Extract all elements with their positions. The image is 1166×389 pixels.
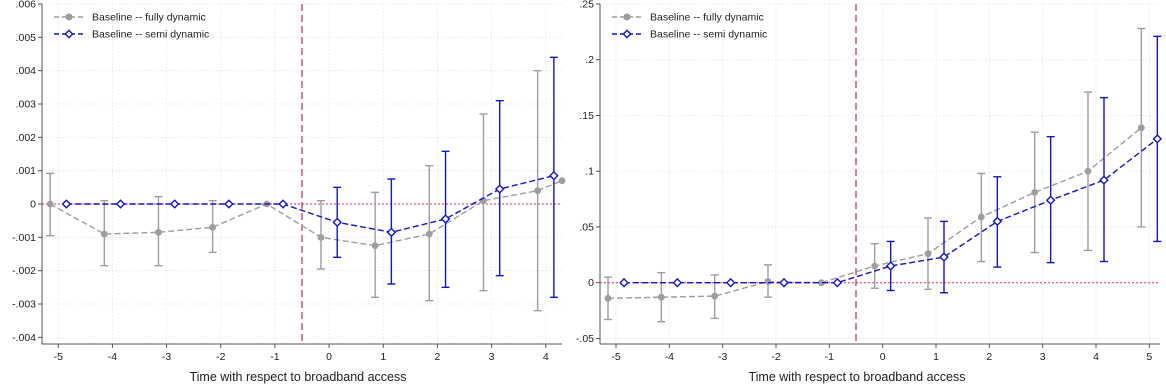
left-semi-dynamic-series-line [66, 175, 555, 234]
right-x-tick-label: 2 [986, 351, 992, 363]
right-y-tick-label: .1 [585, 166, 594, 178]
right-fully-dynamic-point [1137, 124, 1145, 132]
left-y-tick-label: .006 [16, 0, 37, 11]
right-fully-dynamic-point [657, 293, 665, 301]
left-x-tick-label: 4 [543, 351, 549, 363]
right-y-tick-label: .15 [579, 110, 594, 122]
right-chart-panel: -.05 0 .05 .1 .15 .2 .25 -5 -4 -3 -2 -1 0 1 2 3 4 5 Baseli… [576, 0, 1163, 384]
right-semi-dynamic-point [885, 261, 896, 271]
left-x-tick-label: 0 [326, 351, 332, 363]
left-fully-dynamic-point [155, 228, 162, 236]
left-y-tick-label: 0 [30, 199, 36, 211]
left-semi-dynamic-point [549, 170, 559, 181]
left-x-tick-label: 1 [380, 351, 386, 363]
right-fully-dynamic-point [604, 294, 612, 302]
right-y-tick-label: 0 [588, 277, 594, 289]
left-fully-dynamic-point [558, 177, 566, 185]
left-fully-dynamic-point [100, 230, 108, 238]
left-fully-dynamic-point [534, 187, 542, 195]
left-x-tick-label: 3 [489, 351, 495, 363]
left-x-axis-label: Time with respect to broadband access [189, 370, 406, 384]
right-fully-dynamic-point [871, 262, 879, 270]
right-legend-semi-dynamic-label: Baseline -- semi dynamic [650, 29, 767, 41]
right-x-tick-label: 4 [1093, 351, 1099, 363]
left-y-tick-label: .004 [16, 65, 37, 77]
left-semi-dynamic-point [386, 227, 397, 238]
right-legend-fully-dynamic-marker [623, 13, 631, 21]
right-fully-dynamic-point [1084, 167, 1092, 175]
left-legend-fully-dynamic-label: Baseline -- fully dynamic [92, 12, 206, 24]
right-y-tick-label: .2 [585, 54, 594, 66]
right-fully-dynamic-point [1031, 188, 1039, 196]
right-semi-dynamic-point [619, 277, 629, 288]
left-semi-dynamic-point [494, 184, 505, 194]
left-semi-dynamic-point [169, 199, 180, 209]
right-legend-semi-dynamic-marker [622, 29, 632, 39]
left-y-tick-label: -.003 [12, 299, 36, 311]
left-legend-semi-dynamic-label: Baseline -- semi dynamic [92, 29, 209, 41]
right-semi-dynamic-point [779, 277, 789, 288]
left-semi-dynamic-point [61, 199, 72, 209]
right-x-tick-label: 5 [1146, 351, 1152, 363]
right-y-tick-label: .05 [579, 221, 594, 233]
left-y-tick-label: .005 [16, 32, 37, 44]
left-y-tick-label: .001 [16, 165, 37, 177]
left-fully-dynamic-point [46, 200, 54, 208]
left-plot-layer: -.004 -.003 -.002 -.001 0 .001 .002 .003 .004 .00… [12, 0, 566, 363]
right-semi-dynamic-point [672, 277, 683, 288]
left-x-tick-label: -2 [216, 351, 225, 363]
right-semi-dynamic-point [1045, 195, 1056, 205]
left-x-tick-label: 2 [434, 351, 440, 363]
right-x-tick-label: 1 [933, 351, 939, 363]
left-fully-dynamic-point [209, 223, 217, 231]
left-fully-dynamic-point [425, 230, 433, 238]
left-semi-dynamic-point [440, 214, 451, 224]
right-x-tick-label: -4 [665, 351, 674, 363]
left-fully-dynamic-point [371, 242, 379, 250]
left-fully-dynamic-point [317, 233, 325, 241]
right-plot-layer: -.05 0 .05 .1 .15 .2 .25 -5 -4 -3 -2 -1 0 1 2 3 4 5 Baseli… [576, 0, 1163, 363]
left-x-tick-label: -1 [270, 351, 279, 363]
right-x-tick-label: -2 [771, 351, 780, 363]
left-semi-dynamic-point [332, 217, 342, 228]
right-semi-dynamic-point [1152, 134, 1163, 144]
right-x-tick-label: 3 [1040, 351, 1046, 363]
right-legend-fully-dynamic-label: Baseline -- fully dynamic [650, 12, 764, 24]
left-y-tick-label: .003 [16, 99, 37, 111]
right-fully-dynamic-point [711, 292, 719, 300]
right-fully-dynamic-point [764, 278, 772, 285]
right-fully-dynamic-point [977, 213, 985, 221]
right-x-axis-label: Time with respect to broadband access [748, 370, 965, 384]
right-x-tick-label: -5 [611, 351, 620, 363]
right-fully-dynamic-point [924, 250, 932, 258]
right-y-tick-label: -.05 [576, 333, 594, 345]
left-semi-dynamic-point [224, 199, 234, 209]
right-semi-dynamic-point [725, 277, 736, 288]
left-legend-fully-dynamic-marker [65, 13, 73, 21]
left-legend-semi-dynamic-marker [64, 29, 74, 39]
left-semi-dynamic-point [115, 199, 126, 209]
left-x-tick-label: -5 [54, 351, 63, 363]
left-x-tick-label: -3 [162, 351, 171, 363]
right-semi-dynamic-point [1099, 175, 1109, 185]
right-y-tick-label: .25 [579, 0, 594, 11]
left-y-tick-label: -.001 [12, 232, 36, 244]
right-semi-dynamic-series-line [624, 138, 1158, 284]
right-semi-dynamic-point [939, 252, 949, 262]
left-chart-panel: -.004 -.003 -.002 -.001 0 .001 .002 .003 .004 .00… [12, 0, 566, 384]
right-x-tick-label: -1 [825, 351, 834, 363]
left-fully-dynamic-series-line [49, 180, 563, 247]
right-semi-dynamic-point [832, 277, 843, 288]
right-x-tick-label: 0 [880, 351, 886, 363]
left-semi-dynamic-point [278, 199, 288, 209]
left-y-tick-label: .002 [16, 132, 37, 144]
left-y-tick-label: -.004 [12, 332, 36, 344]
left-y-tick-label: -.002 [12, 265, 36, 277]
right-x-tick-label: -3 [718, 351, 727, 363]
left-x-tick-label: -4 [108, 351, 117, 363]
right-semi-dynamic-point [992, 216, 1003, 227]
